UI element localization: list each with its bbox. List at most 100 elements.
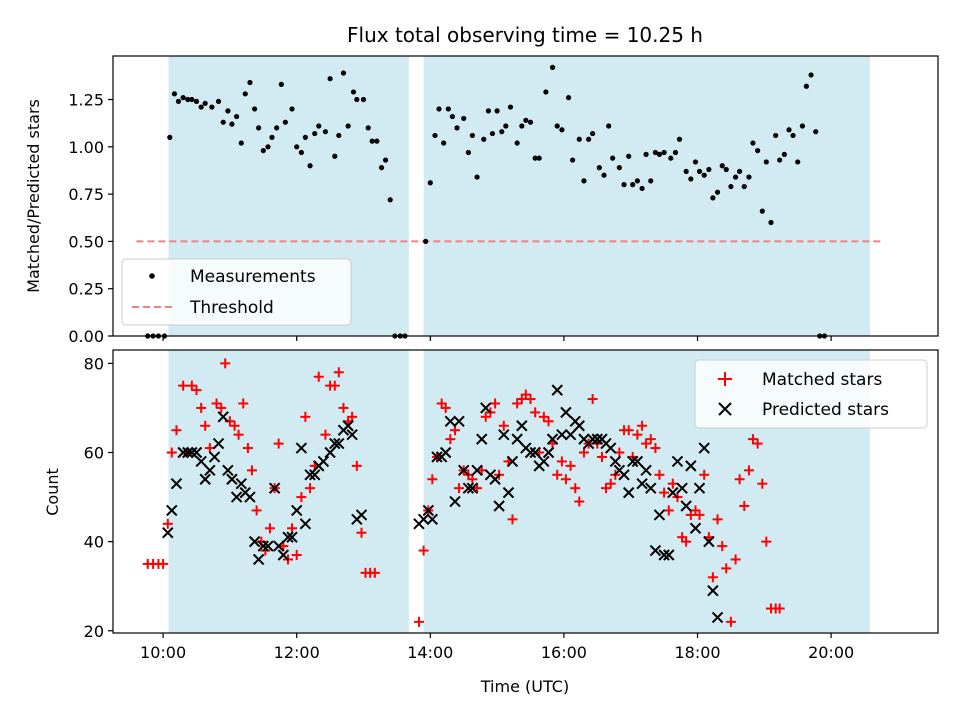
measurement-point <box>340 70 347 76</box>
predicted-star-point <box>623 486 635 499</box>
measurement-point <box>265 144 271 150</box>
predicted-star-point <box>426 513 439 526</box>
measurement-point <box>763 159 769 165</box>
predicted-star-point <box>591 433 604 445</box>
predicted-star-point <box>422 504 435 517</box>
measurement-point <box>327 76 333 82</box>
matched-star-point <box>752 438 763 449</box>
matched-star-point <box>454 483 465 494</box>
predicted-star-point <box>217 411 229 423</box>
matched-star-point <box>300 411 311 422</box>
legend-label-threshold: Threshold <box>189 298 274 318</box>
predicted-star-point <box>252 553 265 566</box>
measurement-point <box>225 108 231 114</box>
measurement-point <box>507 104 514 110</box>
predicted-star-point <box>329 437 341 450</box>
matched-star-point <box>650 443 661 454</box>
matched-star-point <box>246 465 257 476</box>
measurement-point <box>247 79 253 86</box>
measurement-point <box>559 127 565 133</box>
measurement-point <box>215 98 222 105</box>
predicted-star-point <box>573 420 585 432</box>
legend-label-measurements: Measurements <box>190 267 316 287</box>
top-ytick-label: 1.25 <box>68 91 104 110</box>
matched-star-point <box>543 416 554 427</box>
measurement-point <box>185 96 191 103</box>
measurement-point <box>175 98 182 105</box>
measurement-point <box>527 119 534 125</box>
bottom-xtick-label: 20:00 <box>808 643 854 662</box>
matched-star-point <box>296 492 307 503</box>
measurement-point <box>652 149 659 156</box>
measurement-point <box>167 134 173 140</box>
matched-star-point <box>333 367 344 378</box>
measurement-point <box>461 115 467 122</box>
measurement-point <box>481 136 487 142</box>
predicted-star-point <box>324 446 336 459</box>
predicted-star-point <box>546 433 559 445</box>
matched-star-point <box>552 469 563 480</box>
measurement-point <box>316 123 322 129</box>
predicted-star-point <box>458 464 470 477</box>
predicted-star-point <box>564 428 577 441</box>
measurement-point <box>683 168 689 175</box>
matched-star-point <box>560 474 571 485</box>
predicted-star-point <box>516 420 528 432</box>
matched-star-point <box>178 380 189 391</box>
measurement-point <box>586 136 592 142</box>
predicted-star-point <box>653 509 666 521</box>
measurement-point <box>233 113 240 120</box>
measurement-point <box>672 149 679 156</box>
legend-marker-predicted <box>718 402 732 416</box>
matched-star-point <box>637 420 648 431</box>
predicted-star-point <box>542 446 555 459</box>
measurement-point <box>220 119 226 125</box>
measurement-point <box>676 136 683 142</box>
matched-star-point <box>347 411 358 422</box>
matched-star-point <box>211 398 222 409</box>
matched-star-point <box>663 505 674 516</box>
matched-star-point <box>480 411 491 422</box>
measurement-point <box>688 176 694 182</box>
measurement-point <box>289 106 295 112</box>
measurement-point <box>581 178 587 184</box>
predicted-star-point <box>711 611 724 624</box>
bottom-ytick-label: 80 <box>84 354 104 373</box>
matched-star-point <box>721 563 732 574</box>
predicted-star-point <box>286 531 298 543</box>
measurement-point <box>799 123 805 129</box>
matched-star-point <box>596 451 607 462</box>
top-axes-frame <box>112 55 939 337</box>
predicted-star-point <box>186 446 198 459</box>
predicted-star-point <box>676 482 688 494</box>
predicted-star-point <box>248 535 261 548</box>
measurement-point <box>576 136 582 142</box>
matched-star-point <box>556 456 567 467</box>
matched-star-point <box>730 554 741 565</box>
measurement-point <box>808 72 814 78</box>
predicted-star-point <box>166 504 178 517</box>
measurement-point <box>298 149 304 156</box>
predicted-star-point <box>449 495 461 508</box>
measurement-point <box>454 125 460 131</box>
matched-star-point <box>725 616 736 627</box>
ratio-panel: 0.00 0.25 0.50 0.75 1.00 1.25 Matched/Predict… <box>24 55 939 346</box>
measurement-point <box>180 95 186 101</box>
predicted-star-point <box>703 535 715 548</box>
matched-star-point <box>320 429 331 440</box>
legend-label-predicted: Predicted stars <box>762 400 889 420</box>
matched-star-point <box>565 460 576 471</box>
legend-marker-measurements <box>149 273 155 279</box>
measurement-point <box>523 117 529 123</box>
matched-star-point <box>440 402 451 413</box>
measurement-point <box>692 159 699 165</box>
measurement-point <box>494 108 500 114</box>
measurement-point <box>474 174 480 180</box>
predicted-star-point <box>190 446 203 459</box>
matched-star-point <box>351 460 362 471</box>
predicted-star-point <box>444 415 457 428</box>
predicted-star-point <box>342 420 354 432</box>
measurement-point <box>465 149 471 156</box>
measurement-point <box>252 106 258 112</box>
